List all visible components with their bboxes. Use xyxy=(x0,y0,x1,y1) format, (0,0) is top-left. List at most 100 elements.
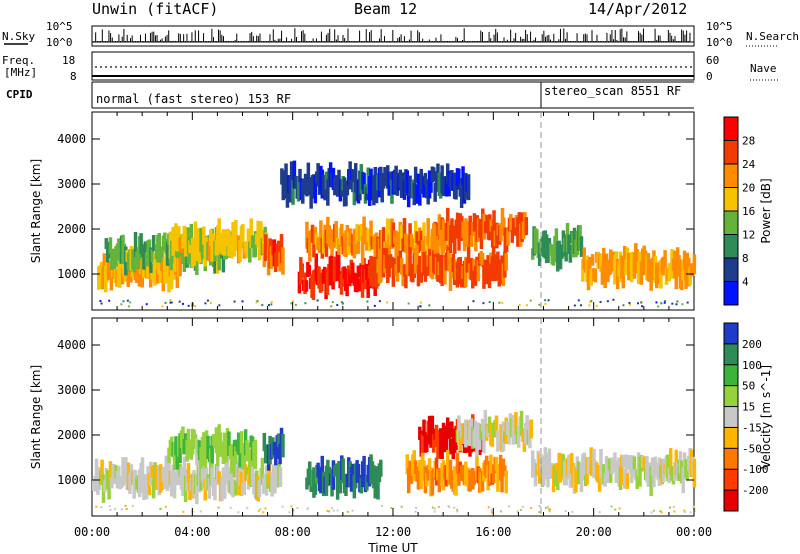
echo-speckle xyxy=(595,304,598,307)
echo-speckle xyxy=(490,509,493,512)
colorbar-swatch xyxy=(724,258,738,282)
echo-cell xyxy=(304,280,309,292)
colorbar-tick-label: 16 xyxy=(742,205,755,218)
echo-speckle xyxy=(501,301,504,304)
freq-dot xyxy=(490,66,492,68)
echo-cell xyxy=(597,465,602,492)
echo-speckle xyxy=(170,301,173,304)
freq-dot xyxy=(160,66,162,68)
echo-cell xyxy=(181,482,185,496)
colorbar-tick-label: 100 xyxy=(742,359,762,372)
echo-cell xyxy=(312,240,316,258)
echo-speckle xyxy=(256,300,259,303)
echo-cell xyxy=(509,214,513,232)
echo-cell xyxy=(366,228,371,242)
echo-cell xyxy=(454,470,458,496)
freq-dot xyxy=(205,66,207,68)
freq-dot xyxy=(420,66,422,68)
echo-speckle xyxy=(538,303,541,306)
echo-cell xyxy=(272,239,277,267)
echo-cell xyxy=(248,241,252,263)
y-tick-label: 3000 xyxy=(57,177,86,191)
echo-cell xyxy=(365,474,369,491)
echo-speckle xyxy=(233,300,236,303)
echo-cell xyxy=(326,179,330,206)
echo-cell xyxy=(482,427,486,454)
echo-cell xyxy=(175,445,180,470)
freq-dot xyxy=(590,66,592,68)
echo-cell xyxy=(440,257,444,287)
echo-speckle xyxy=(259,508,262,511)
colorbar-tick-label: 4 xyxy=(742,276,749,289)
echo-cell xyxy=(413,166,418,184)
freq-unit-label: [MHz] xyxy=(4,66,38,79)
echo-cell xyxy=(574,466,578,493)
echo-cell xyxy=(567,234,571,255)
echo-cell xyxy=(524,217,529,235)
echo-cell xyxy=(459,177,464,208)
echo-cell xyxy=(110,477,114,489)
x-axis-label: Time UT xyxy=(367,541,418,554)
echo-cell xyxy=(153,252,157,270)
echo-cell xyxy=(289,161,294,190)
echo-cell xyxy=(172,473,177,499)
echo-cell xyxy=(288,176,292,203)
echo-speckle xyxy=(288,511,291,514)
echo-cell xyxy=(533,471,538,487)
echo-speckle xyxy=(257,509,260,512)
freq-dot xyxy=(150,66,152,68)
echo-cell xyxy=(384,240,389,255)
freq-dot xyxy=(145,66,147,68)
colorbar-label: Power [dB] xyxy=(759,178,773,243)
echo-cell xyxy=(177,472,181,485)
echo-speckle xyxy=(294,303,297,306)
echo-cell xyxy=(490,226,495,248)
echo-speckle xyxy=(304,302,307,305)
echo-cell xyxy=(369,220,373,247)
echo-cell xyxy=(668,448,673,476)
echo-cell xyxy=(151,478,156,499)
freq-dot xyxy=(470,66,472,68)
echo-cell xyxy=(143,241,148,253)
echo-cell xyxy=(546,472,550,488)
echo-cell xyxy=(621,454,626,467)
echo-cell xyxy=(489,454,493,483)
echo-speckle xyxy=(332,509,335,512)
colorbar-tick-label: -15 xyxy=(742,421,762,434)
echo-cell xyxy=(269,246,274,269)
cpid-label: CPID xyxy=(6,88,33,101)
echo-cell xyxy=(519,410,524,436)
echo-cell xyxy=(535,229,539,249)
freq-dot xyxy=(255,66,257,68)
echo-cell xyxy=(380,182,384,203)
freq-dot xyxy=(285,66,287,68)
echo-cell xyxy=(345,272,349,297)
echo-cell xyxy=(234,479,238,496)
echo-cell xyxy=(480,418,485,432)
echo-cell xyxy=(613,254,617,285)
echo-cell xyxy=(423,172,428,186)
echo-speckle xyxy=(100,302,103,305)
echo-cell xyxy=(494,415,499,438)
echo-speckle xyxy=(341,302,344,305)
echo-cell xyxy=(390,256,394,269)
echo-speckle xyxy=(246,506,249,509)
echo-speckle xyxy=(519,508,522,511)
echo-cell xyxy=(210,457,214,488)
nave-tick-low: 0 xyxy=(706,70,713,83)
freq-dot xyxy=(390,66,392,68)
echo-cell xyxy=(422,419,426,437)
echo-speckle xyxy=(336,303,339,306)
echo-cell xyxy=(425,431,429,452)
echo-cell xyxy=(298,168,302,183)
colorbar-swatch xyxy=(724,234,738,259)
echo-cell xyxy=(213,477,217,501)
freq-dot xyxy=(355,66,357,68)
echo-cell xyxy=(532,459,536,477)
echo-speckle xyxy=(588,304,591,307)
echo-cell xyxy=(217,248,221,271)
echo-cell xyxy=(408,247,412,277)
freq-dot xyxy=(595,66,597,68)
echo-speckle xyxy=(546,505,549,508)
